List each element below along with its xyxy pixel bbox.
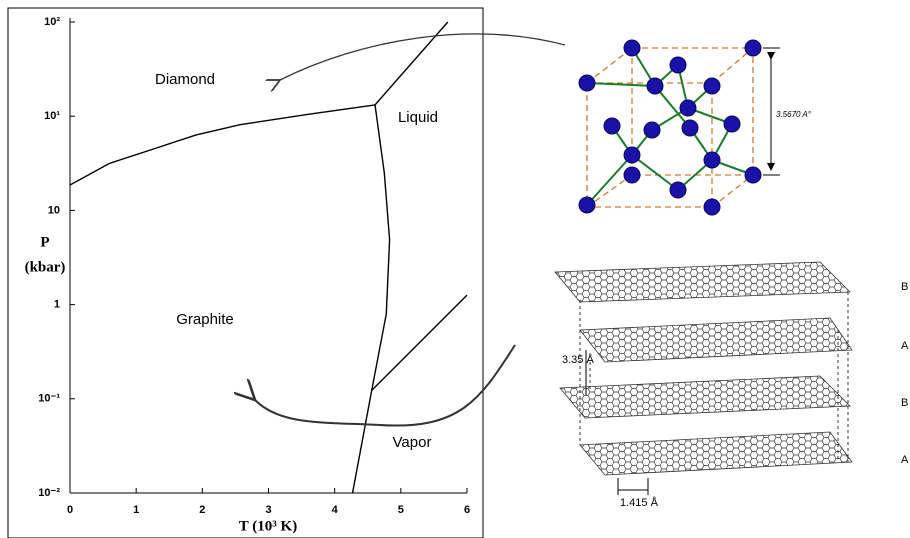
phase-boundary xyxy=(374,21,449,106)
x-axis-title: T (10³ K) xyxy=(239,518,297,534)
region-label: Vapor xyxy=(393,434,432,451)
region-label: Diamond xyxy=(155,71,215,88)
x-tick-label: 2 xyxy=(199,504,205,516)
panel-frame xyxy=(7,7,484,538)
bond-length: 1.415 Å xyxy=(620,496,659,509)
y-tick-label: 10² xyxy=(44,16,60,28)
arrow xyxy=(255,344,516,427)
layer-label: B xyxy=(901,397,908,409)
graphite-layers: 3.35 Å 1.415 Å B A B A xyxy=(554,261,909,509)
y-tick-label: 10¹ xyxy=(44,110,60,122)
y-axis-title: (kbar) xyxy=(25,259,66,275)
diamond-lattice: 3.5670 A° xyxy=(578,39,812,216)
layer-spacing: 3.35 Å xyxy=(562,353,594,366)
layer-label: A xyxy=(901,340,909,352)
x-tick-label: 5 xyxy=(398,504,404,516)
plot: 0 1 2 3 4 5 6 10⁻² 10⁻¹ 1 10 10¹ 10² Diamond Liquid Gra… xyxy=(38,16,470,516)
layer-label: B xyxy=(901,281,908,293)
x-tick-label: 0 xyxy=(67,504,73,516)
arrow xyxy=(280,33,566,80)
y-axis-title: P xyxy=(40,234,49,250)
x-tick-label: 3 xyxy=(265,504,271,516)
lattice-label: 3.5670 A° xyxy=(776,110,812,119)
x-tick-label: 1 xyxy=(133,504,139,516)
x-tick-label: 4 xyxy=(332,504,339,516)
y-tick-label: 1 xyxy=(54,299,60,311)
phase-boundary xyxy=(351,104,391,494)
phase-boundary xyxy=(69,104,376,186)
y-tick-label: 10⁻² xyxy=(38,487,60,499)
y-tick-label: 10⁻¹ xyxy=(38,393,60,405)
region-label: Graphite xyxy=(176,311,234,328)
region-label: Liquid xyxy=(398,109,438,126)
x-tick-label: 6 xyxy=(464,504,470,516)
y-tick-label: 10 xyxy=(48,204,60,216)
phase-boundary xyxy=(371,294,468,391)
layer-label: A xyxy=(901,454,909,466)
